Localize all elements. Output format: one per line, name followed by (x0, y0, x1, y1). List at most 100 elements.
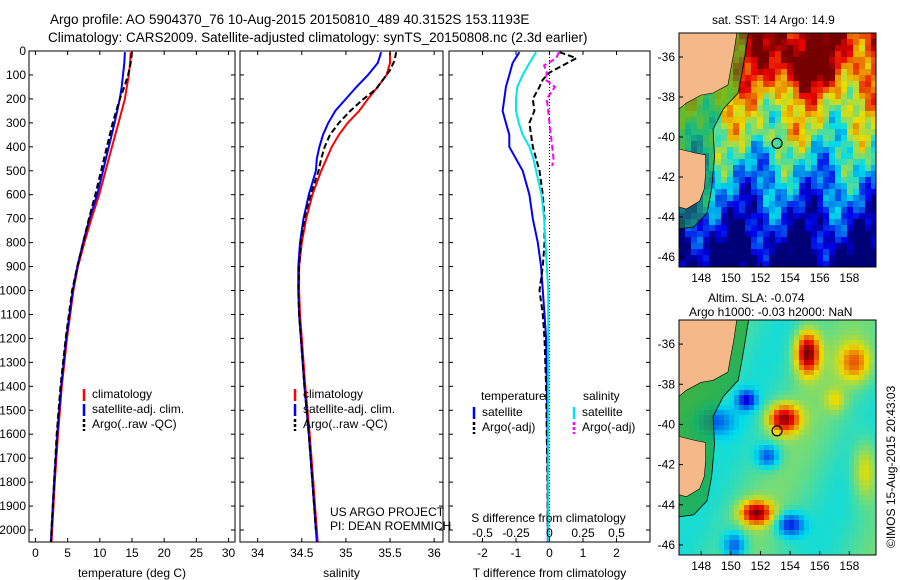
field-cell (727, 129, 734, 136)
field-cell (814, 430, 820, 436)
field-cell (769, 525, 775, 531)
field-cell (721, 189, 728, 196)
field-cell (874, 545, 876, 551)
field-cell (769, 375, 775, 381)
field-cell (774, 475, 780, 481)
field-cell (829, 87, 836, 94)
field-cell (763, 81, 770, 88)
field-cell (733, 249, 740, 256)
field-cell (789, 345, 795, 351)
field-cell (819, 325, 825, 331)
field-cell (739, 440, 745, 446)
field-cell (847, 39, 854, 46)
field-cell (849, 365, 855, 371)
field-cell (774, 395, 780, 401)
field-cell (859, 420, 865, 426)
field-cell (739, 177, 746, 184)
field-cell (764, 485, 770, 491)
field-cell (847, 69, 854, 76)
field-cell (793, 123, 800, 130)
field-cell (763, 243, 770, 250)
field-cell (749, 430, 755, 436)
field-cell (685, 243, 692, 250)
field-cell (734, 525, 740, 531)
field-cell (799, 490, 805, 496)
field-cell (839, 415, 845, 421)
field-cell (794, 430, 800, 436)
field-cell (754, 375, 760, 381)
field-cell (829, 141, 836, 148)
field-cell (744, 335, 750, 341)
field-cell (781, 159, 788, 166)
field-cell (859, 33, 866, 40)
field-cell (834, 425, 840, 431)
field-cell (869, 545, 875, 551)
map-y-tick-label: -40 (658, 130, 676, 144)
field-cell (709, 505, 715, 511)
field-cell (817, 261, 824, 267)
field-cell (809, 395, 815, 401)
field-cell (714, 465, 720, 471)
field-cell (715, 189, 722, 196)
field-cell (721, 195, 728, 202)
field-cell (733, 117, 740, 124)
field-cell (769, 540, 775, 546)
field-cell (817, 213, 824, 220)
map-x-tick-label: 152 (750, 559, 770, 573)
field-cell (865, 165, 872, 172)
field-cell (874, 550, 876, 555)
field-cell (789, 370, 795, 376)
field-cell (849, 445, 855, 451)
field-cell (804, 485, 810, 491)
field-cell (853, 159, 860, 166)
field-cell (811, 105, 818, 112)
field-cell (853, 75, 860, 82)
x-tick-label: 0 (546, 546, 553, 560)
field-cell (814, 410, 820, 416)
field-cell (754, 520, 760, 526)
field-cell (839, 500, 845, 506)
field-cell (874, 515, 876, 521)
field-cell (793, 195, 800, 202)
field-cell (847, 165, 854, 172)
field-cell (784, 345, 790, 351)
field-cell (734, 480, 740, 486)
field-cell (844, 520, 850, 526)
field-cell (841, 201, 848, 208)
field-cell (854, 525, 860, 531)
field-cell (864, 530, 870, 536)
field-cell (844, 450, 850, 456)
field-cell (729, 530, 735, 536)
field-cell (814, 475, 820, 481)
field-cell (799, 63, 806, 70)
y-tick-label: 1000 (0, 284, 26, 298)
field-cell (865, 183, 872, 190)
field-cell (819, 430, 825, 436)
field-cell (769, 365, 775, 371)
field-cell (844, 405, 850, 411)
field-cell (853, 99, 860, 106)
field-cell (744, 525, 750, 531)
field-cell (789, 510, 795, 516)
field-cell (874, 425, 876, 431)
field-cell (754, 430, 760, 436)
legend-label: Argo(..raw -QC) (303, 417, 388, 431)
field-cell (775, 123, 782, 130)
field-cell (844, 415, 850, 421)
field-cell (749, 365, 755, 371)
field-cell (849, 495, 855, 501)
field-cell (869, 365, 875, 371)
field-cell (745, 207, 752, 214)
field-cell (769, 370, 775, 376)
field-cell (823, 261, 830, 267)
field-cell (787, 111, 794, 118)
field-cell (764, 355, 770, 361)
field-cell (824, 505, 830, 511)
field-cell (844, 490, 850, 496)
field-cell (764, 525, 770, 531)
field-cell (697, 231, 704, 238)
shelf-contour (679, 320, 750, 518)
field-cell (751, 249, 758, 256)
field-cell (775, 93, 782, 100)
field-cell (781, 171, 788, 178)
